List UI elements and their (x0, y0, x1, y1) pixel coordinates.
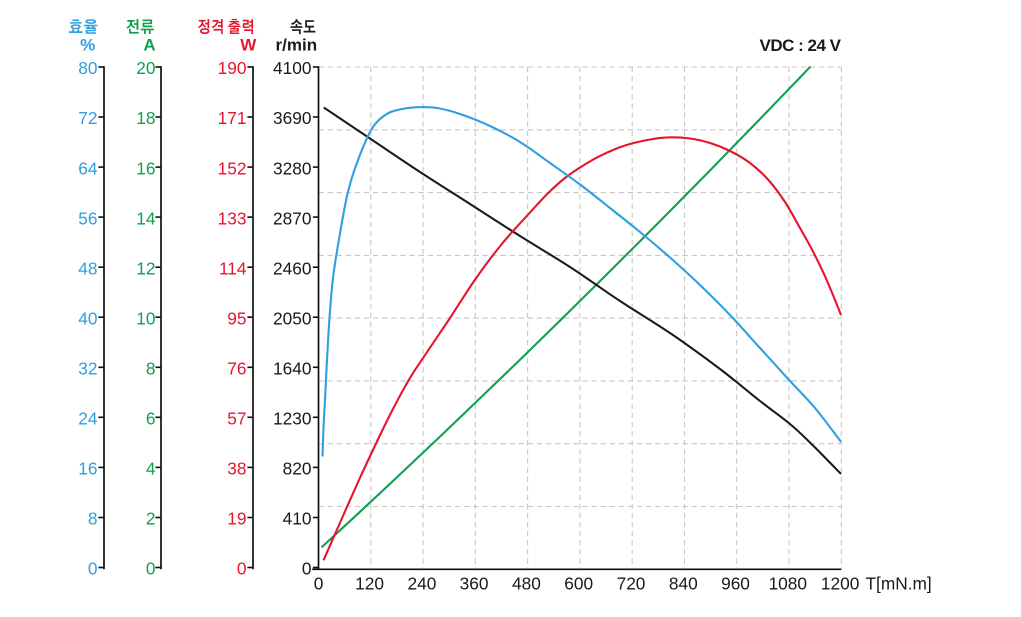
svg-text:64: 64 (78, 158, 98, 178)
svg-text:133: 133 (218, 208, 247, 228)
svg-text:960: 960 (721, 573, 750, 593)
svg-text:VDC : 24 V: VDC : 24 V (760, 36, 842, 55)
svg-text:360: 360 (460, 573, 489, 593)
svg-text:95: 95 (227, 308, 246, 328)
svg-text:1080: 1080 (769, 573, 807, 593)
svg-text:1230: 1230 (273, 409, 311, 429)
svg-text:2050: 2050 (273, 308, 311, 328)
svg-text:0: 0 (314, 573, 324, 593)
svg-text:80: 80 (78, 58, 97, 78)
svg-text:6: 6 (146, 409, 156, 429)
svg-text:2: 2 (146, 509, 156, 529)
svg-text:48: 48 (78, 258, 97, 278)
svg-text:4100: 4100 (273, 58, 311, 78)
svg-text:10: 10 (136, 308, 155, 328)
svg-text:0: 0 (88, 559, 98, 579)
svg-text:820: 820 (283, 459, 312, 479)
svg-text:16: 16 (136, 158, 155, 178)
svg-text:410: 410 (283, 509, 312, 529)
svg-text:12: 12 (136, 258, 155, 278)
svg-text:19: 19 (227, 509, 246, 529)
svg-text:40: 40 (78, 308, 97, 328)
svg-text:0: 0 (302, 559, 312, 579)
svg-text:2870: 2870 (273, 208, 311, 228)
svg-text:%: % (80, 36, 95, 55)
svg-text:1640: 1640 (273, 359, 311, 379)
svg-text:840: 840 (669, 573, 698, 593)
svg-text:A: A (143, 36, 155, 55)
svg-text:0: 0 (237, 559, 247, 579)
svg-text:720: 720 (617, 573, 646, 593)
svg-text:600: 600 (564, 573, 593, 593)
svg-text:T[mN.m]: T[mN.m] (866, 573, 932, 593)
svg-text:114: 114 (219, 258, 247, 278)
svg-text:8: 8 (146, 359, 156, 379)
svg-text:r/min: r/min (276, 36, 318, 55)
svg-text:32: 32 (78, 359, 97, 379)
svg-text:0: 0 (146, 559, 156, 579)
svg-text:38: 38 (227, 459, 246, 479)
svg-text:14: 14 (136, 208, 156, 228)
svg-text:57: 57 (227, 409, 246, 429)
svg-text:3690: 3690 (273, 108, 311, 128)
svg-text:56: 56 (78, 208, 97, 228)
svg-text:16: 16 (78, 459, 97, 479)
svg-text:190: 190 (218, 58, 247, 78)
svg-text:152: 152 (218, 158, 247, 178)
svg-text:76: 76 (227, 359, 246, 379)
svg-text:2460: 2460 (273, 258, 311, 278)
svg-text:8: 8 (88, 509, 98, 529)
svg-text:3280: 3280 (273, 158, 311, 178)
svg-text:72: 72 (78, 108, 97, 128)
svg-text:24: 24 (78, 409, 98, 429)
svg-text:4: 4 (146, 459, 156, 479)
svg-text:1200: 1200 (821, 573, 859, 593)
svg-text:171: 171 (218, 108, 247, 128)
svg-text:20: 20 (136, 58, 155, 78)
svg-text:480: 480 (512, 573, 541, 593)
svg-text:120: 120 (355, 573, 384, 593)
svg-text:18: 18 (136, 108, 155, 128)
svg-text:240: 240 (407, 573, 436, 593)
svg-text:W: W (240, 36, 257, 55)
